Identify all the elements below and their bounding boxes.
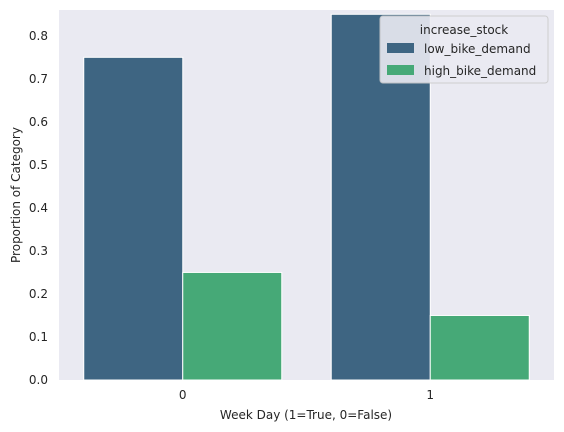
bar-low-bike-demand-0 xyxy=(83,56,184,381)
legend-box xyxy=(379,15,549,84)
y-tick-label: 0.4 xyxy=(29,201,48,215)
bar-high-bike-demand-0 xyxy=(182,271,283,381)
y-tick-label: 0.8 xyxy=(29,29,48,43)
y-tick-label: 0.5 xyxy=(29,158,48,172)
legend-label-low-bike-demand: low_bike_demand xyxy=(424,42,531,56)
bar-high-bike-demand-1 xyxy=(429,314,530,381)
y-tick-label: 0.2 xyxy=(29,287,48,301)
y-tick-label: 0.3 xyxy=(29,244,48,258)
y-tick-label: 0.7 xyxy=(29,72,48,86)
y-tick-label: 0.0 xyxy=(29,373,48,387)
y-tick-label: 0.6 xyxy=(29,115,48,129)
legend-swatch-low-bike-demand xyxy=(387,43,414,53)
legend-swatch-high-bike-demand xyxy=(387,65,414,75)
y-tick-label: 0.1 xyxy=(29,330,48,344)
y-axis-label: Proportion of Category xyxy=(9,127,23,263)
legend: increase_stock low_bike_demand high_bike… xyxy=(379,15,549,84)
x-axis-label: Week Day (1=True, 0=False) xyxy=(220,408,392,422)
legend-label-high-bike-demand: high_bike_demand xyxy=(424,64,536,78)
x-tick-label: 0 xyxy=(179,388,187,402)
y-axis-ticks: 0.0 0.1 0.2 0.3 0.4 0.5 0.6 0.7 0.8 xyxy=(29,29,48,387)
x-tick-label: 1 xyxy=(426,388,434,402)
legend-title: increase_stock xyxy=(420,23,508,37)
